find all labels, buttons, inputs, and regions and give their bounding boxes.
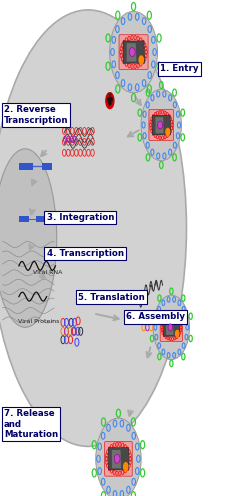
Text: 4. Transcription: 4. Transcription <box>47 249 124 258</box>
Polygon shape <box>127 43 136 62</box>
Bar <box>19 163 33 170</box>
Circle shape <box>108 97 112 105</box>
Circle shape <box>109 102 111 105</box>
Circle shape <box>108 98 109 101</box>
Polygon shape <box>166 320 173 335</box>
Polygon shape <box>152 115 171 135</box>
Ellipse shape <box>0 10 186 446</box>
Ellipse shape <box>114 454 120 463</box>
Polygon shape <box>123 41 145 63</box>
FancyBboxPatch shape <box>160 313 182 341</box>
Ellipse shape <box>158 121 163 129</box>
Ellipse shape <box>96 418 141 496</box>
Text: 1. Entry: 1. Entry <box>160 64 199 73</box>
Polygon shape <box>155 117 164 133</box>
FancyBboxPatch shape <box>105 441 132 476</box>
FancyBboxPatch shape <box>119 35 148 69</box>
Bar <box>42 163 52 170</box>
Text: 6. Assembly: 6. Assembly <box>126 312 185 321</box>
Ellipse shape <box>168 324 173 331</box>
Circle shape <box>124 463 128 471</box>
Ellipse shape <box>153 295 190 360</box>
Bar <box>19 216 29 222</box>
Circle shape <box>139 56 143 64</box>
Polygon shape <box>109 448 129 470</box>
Circle shape <box>106 93 114 109</box>
Circle shape <box>166 128 170 135</box>
Text: 5. Translation: 5. Translation <box>78 293 145 302</box>
Polygon shape <box>112 450 121 468</box>
Ellipse shape <box>141 89 181 161</box>
Text: Viral Proteins: Viral Proteins <box>18 319 59 324</box>
FancyBboxPatch shape <box>149 110 174 140</box>
Text: Provirus: Provirus <box>49 218 73 223</box>
Ellipse shape <box>129 48 135 57</box>
Circle shape <box>176 330 179 337</box>
Text: 2. Reverse
Transcription: 2. Reverse Transcription <box>4 105 68 124</box>
Ellipse shape <box>110 11 158 93</box>
Text: Viral RNA: Viral RNA <box>33 270 62 275</box>
Ellipse shape <box>0 149 57 327</box>
Polygon shape <box>164 318 180 336</box>
Bar <box>36 216 47 222</box>
Text: 3. Integration: 3. Integration <box>47 213 114 222</box>
Circle shape <box>111 98 112 101</box>
Text: 7. Release
and
Maturation: 7. Release and Maturation <box>4 409 58 439</box>
